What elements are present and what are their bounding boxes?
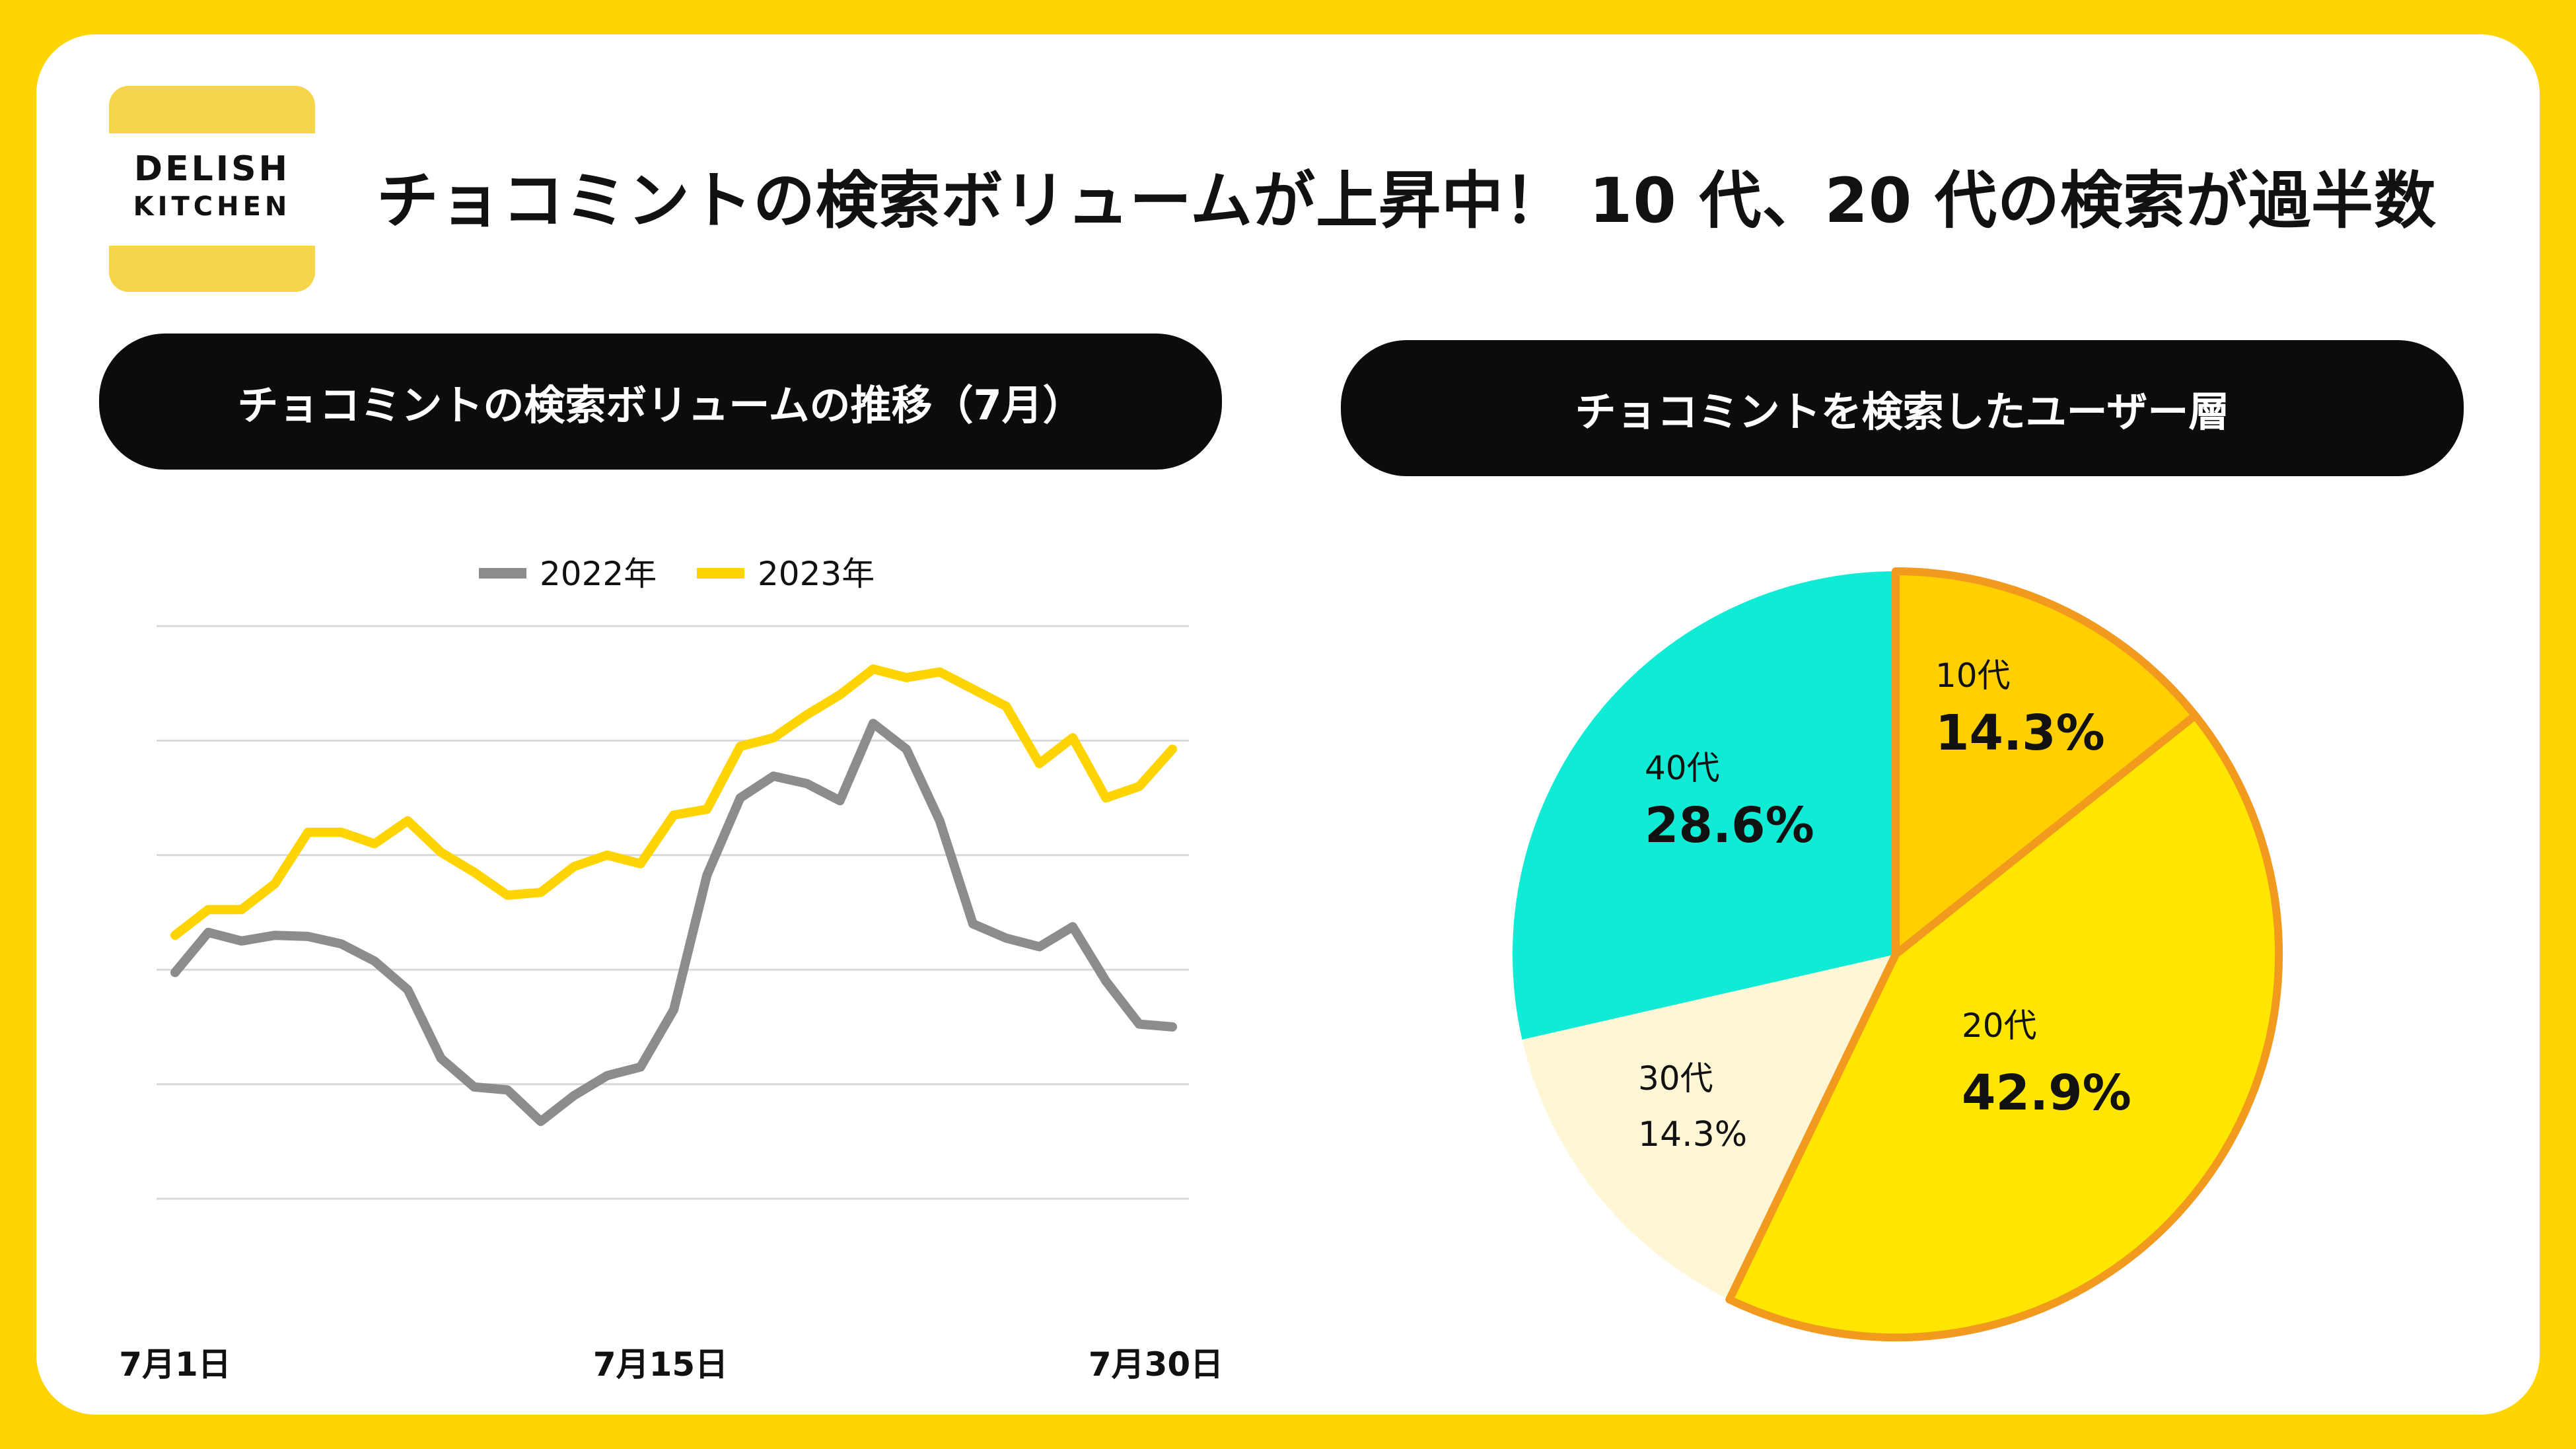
pie-chart-header: チョコミントを検索したユーザー層	[1341, 340, 2464, 476]
pie-label-category: 30代	[1638, 1059, 1713, 1098]
pie-label-value: 14.3%	[1935, 705, 2105, 761]
pie-label-value: 42.9%	[1962, 1065, 2131, 1121]
legend-label: 2022年	[540, 555, 657, 593]
pie-label-category: 10代	[1935, 656, 2011, 695]
pie-label-category: 40代	[1645, 749, 1720, 787]
series-line-2023	[170, 664, 1177, 940]
pie-slice-30代	[1522, 954, 1896, 1300]
pie-slice-20代	[1725, 711, 2283, 1342]
x-tick-label: 7月30日	[1089, 1345, 1223, 1384]
pie-slice-10代	[1892, 567, 2200, 958]
legend-label: 2023年	[758, 555, 875, 593]
delish-kitchen-logo: DELISH KITCHEN	[109, 86, 315, 292]
logo-line-1: DELISH	[133, 149, 291, 189]
logo-line-2: KITCHEN	[133, 192, 291, 222]
x-tick-label: 7月15日	[593, 1345, 728, 1384]
pie-label-value: 14.3%	[1638, 1115, 1747, 1154]
x-tick-label: 7月1日	[119, 1345, 231, 1384]
pie-slice-40代	[1512, 571, 1896, 1040]
pie-label-value: 28.6%	[1645, 797, 1814, 854]
logo-band	[109, 133, 315, 246]
line-chart-header: チョコミントの検索ボリュームの推移（7月）	[99, 334, 1222, 470]
pie-label-category: 20代	[1962, 1007, 2037, 1045]
series-line-2022	[170, 719, 1177, 1126]
page-title: チョコミントの検索ボリュームが上昇中！ 10 代、20 代の検索が過半数	[376, 165, 2437, 237]
